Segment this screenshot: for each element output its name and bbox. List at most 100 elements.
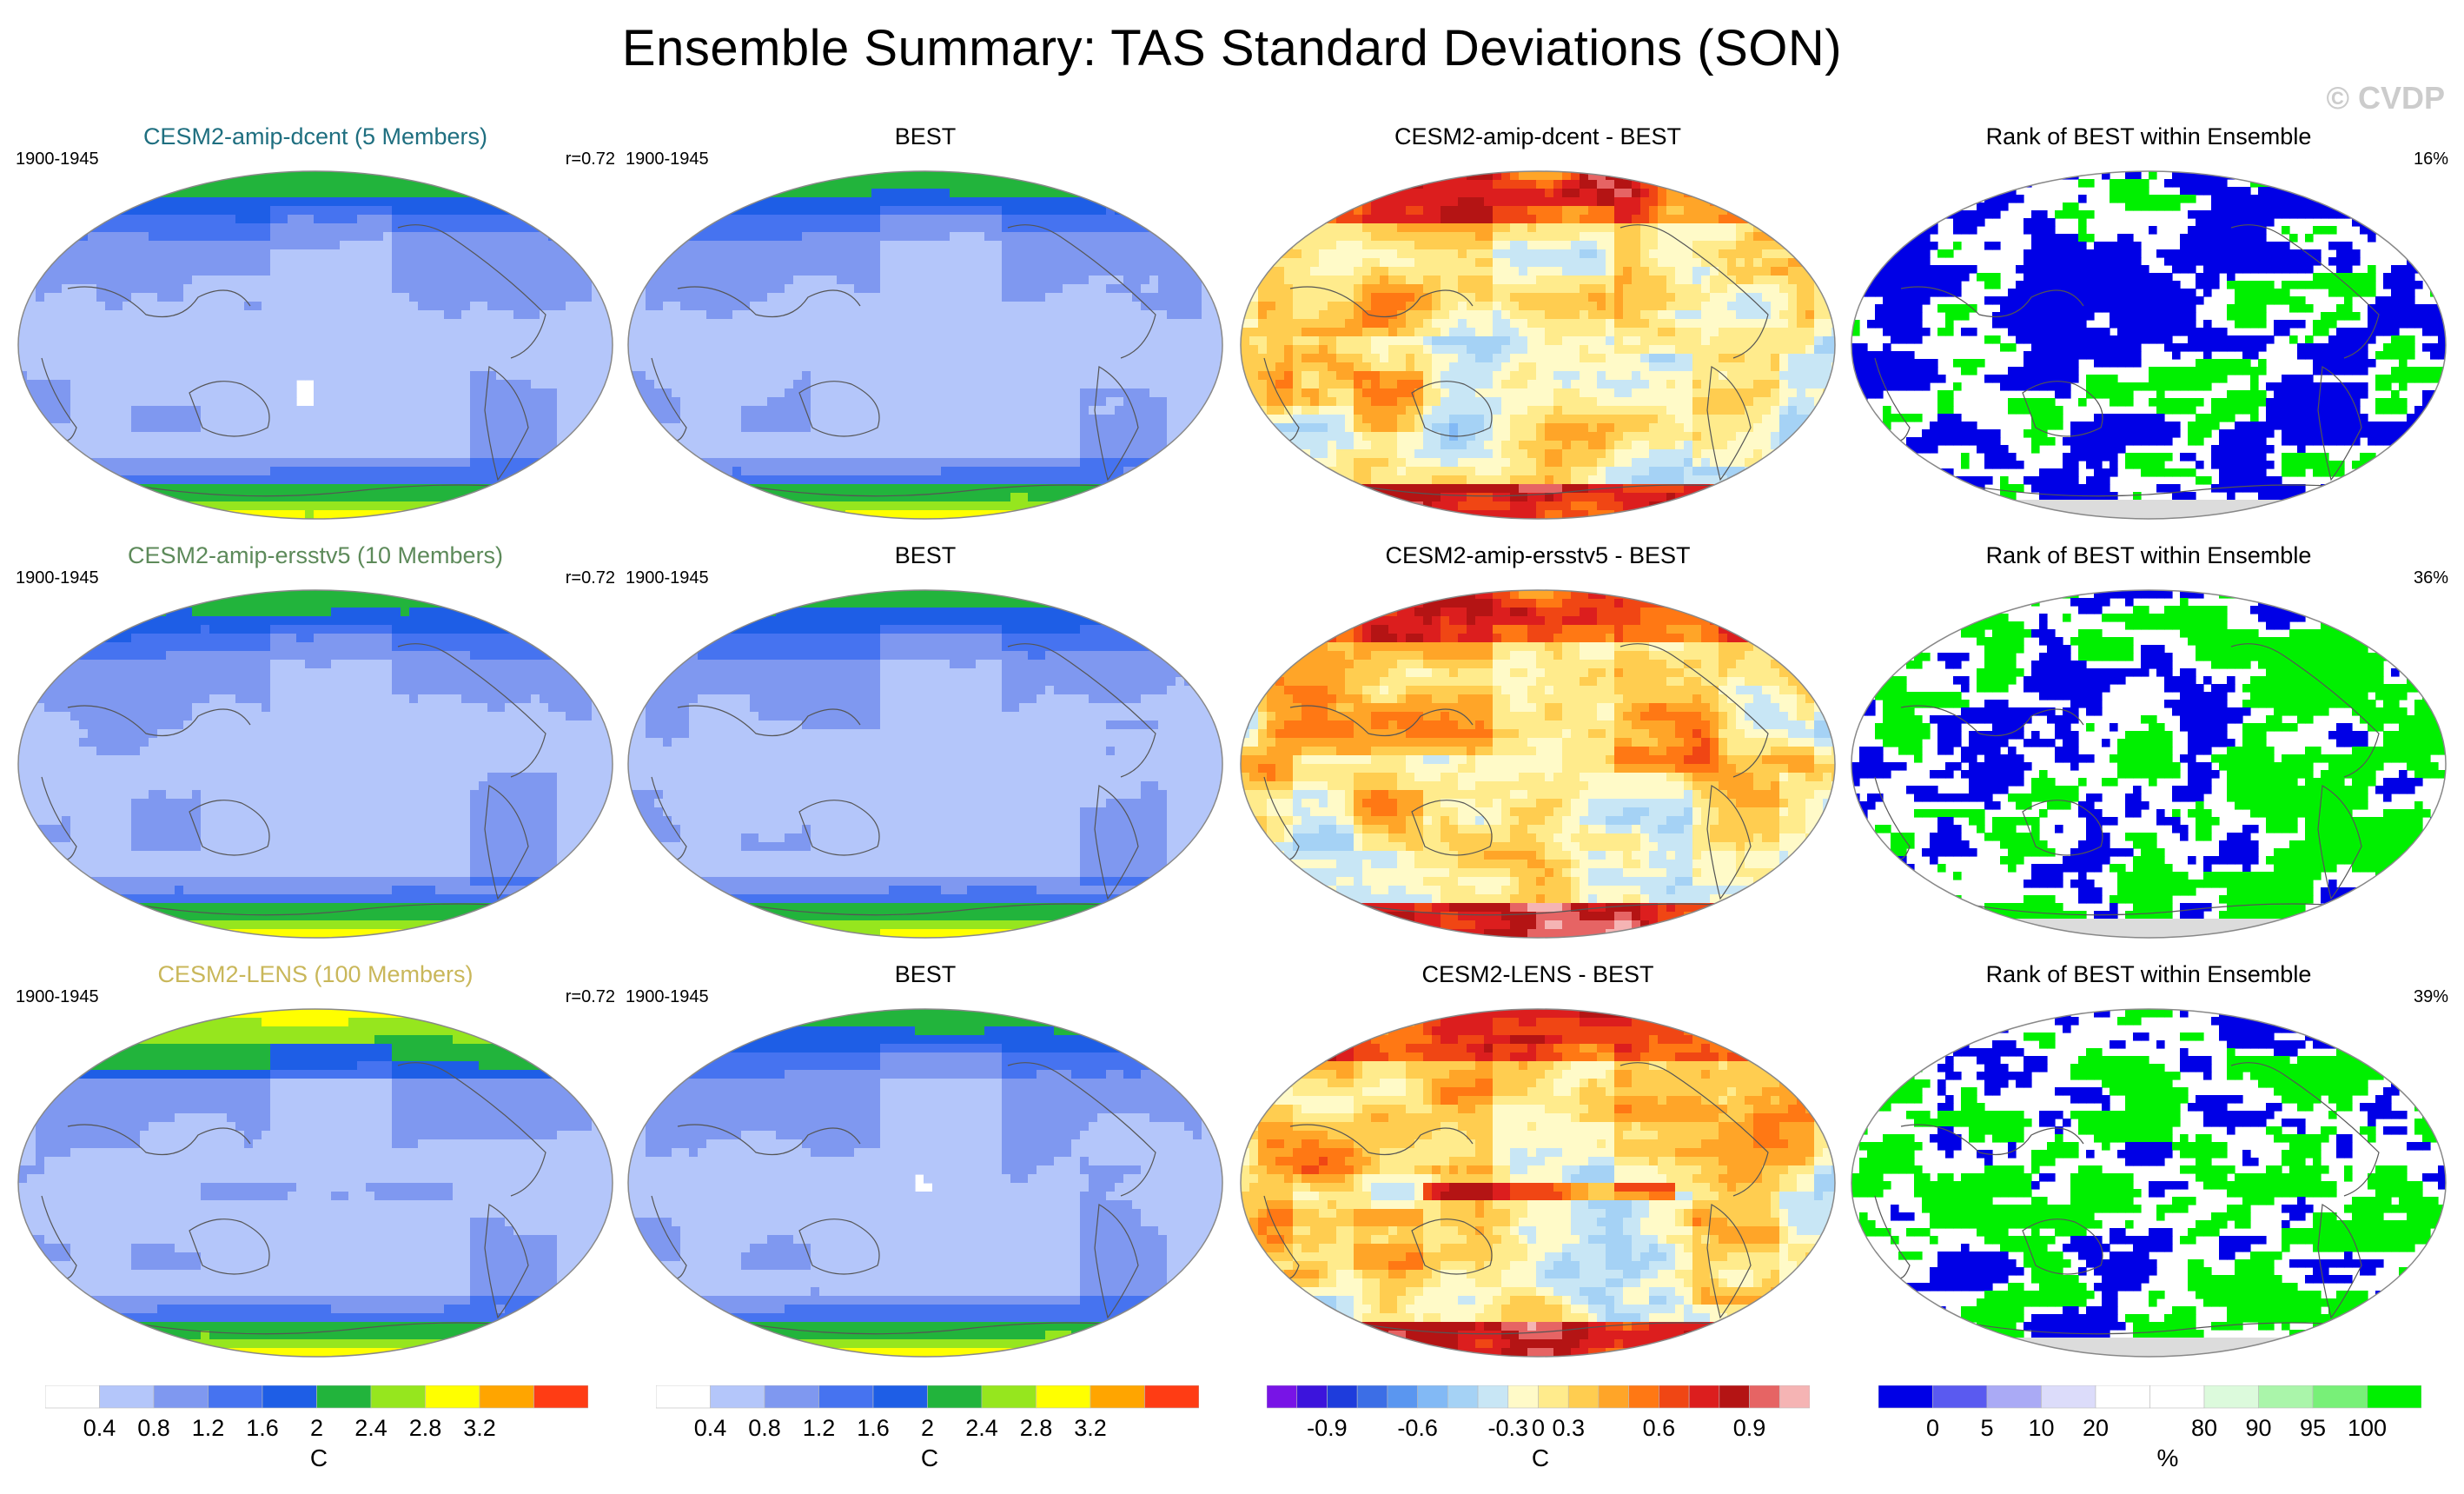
- map-cell: [993, 458, 1003, 468]
- map-cell: [1176, 423, 1185, 433]
- map-cell: [1380, 223, 1389, 233]
- map-cell: [1071, 232, 1081, 242]
- map-cell: [889, 484, 898, 494]
- map-cell: [201, 223, 210, 233]
- map-cell: [706, 458, 716, 468]
- map-cell: [105, 336, 115, 346]
- map-cell: [383, 206, 393, 216]
- map-cell: [776, 432, 785, 442]
- map-cell: [201, 415, 210, 424]
- map-cell: [871, 328, 881, 337]
- map-cell: [637, 371, 646, 381]
- map-cell: [392, 432, 401, 442]
- map-cell: [750, 423, 759, 433]
- map-cell: [435, 432, 445, 442]
- map-cell: [1184, 362, 1194, 372]
- map-cell: [1054, 293, 1063, 302]
- map-cell: [253, 336, 262, 346]
- map-cell: [767, 197, 777, 207]
- map-cell: [1132, 310, 1142, 320]
- map-cell: [785, 371, 794, 381]
- map-cell: [932, 397, 942, 407]
- map-cell: [131, 432, 141, 442]
- map-cell: [522, 310, 532, 320]
- map-cell: [915, 415, 924, 424]
- map-cell: [958, 441, 968, 450]
- map-cell: [1080, 241, 1090, 250]
- map-cell: [1080, 319, 1090, 329]
- map-cell: [932, 493, 942, 502]
- map-cell: [444, 371, 454, 381]
- map-cell: [288, 232, 297, 242]
- map-cell: [958, 484, 968, 494]
- map-cell: [105, 449, 115, 459]
- map-cell: [157, 258, 167, 268]
- map-cell: [984, 432, 994, 442]
- map-cell: [802, 432, 811, 442]
- map-cell: [950, 380, 959, 389]
- map-cell: [1071, 484, 1081, 494]
- map-cell: [689, 276, 699, 285]
- map-cell: [776, 423, 785, 433]
- map-cell: [1397, 223, 1407, 233]
- map-cell: [654, 258, 664, 268]
- map-cell: [166, 258, 176, 268]
- map-cell: [854, 189, 864, 198]
- map-cell: [88, 293, 97, 302]
- map-cell: [1371, 232, 1381, 242]
- map-cell: [505, 371, 514, 381]
- map-cell: [845, 197, 855, 207]
- map-cell: [357, 293, 367, 302]
- map-cell: [1167, 284, 1176, 294]
- map-cell: [915, 284, 924, 294]
- map-cell: [715, 371, 725, 381]
- map-cell: [1097, 354, 1107, 363]
- map-cell: [270, 449, 280, 459]
- map-cell: [548, 423, 558, 433]
- map-cell: [566, 388, 575, 398]
- map-cell: [227, 458, 236, 468]
- map-cell: [1063, 388, 1072, 398]
- map-cell: [114, 354, 123, 363]
- map-cell: [105, 475, 115, 485]
- map-cell: [1037, 267, 1046, 276]
- map-cell: [583, 371, 593, 381]
- map-cell: [175, 388, 184, 398]
- map-cell: [1193, 319, 1202, 329]
- map-cell: [837, 449, 846, 459]
- map-cell: [418, 510, 427, 519]
- map-cell: [149, 258, 158, 268]
- map-cell: [637, 415, 646, 424]
- map-cell: [244, 223, 254, 233]
- map-cell: [461, 475, 471, 485]
- map-cell: [889, 441, 898, 450]
- map-cell: [383, 484, 393, 494]
- map-cell: [401, 293, 410, 302]
- map-cell: [270, 406, 280, 415]
- map-cell: [1002, 475, 1011, 485]
- map-cell: [348, 432, 358, 442]
- map-cell: [392, 336, 401, 346]
- map-cell: [401, 362, 410, 372]
- map-cell: [941, 302, 950, 311]
- map-cell: [461, 267, 471, 276]
- map-cell: [444, 458, 454, 468]
- map-cell: [513, 293, 523, 302]
- map-cell: [331, 415, 341, 424]
- map-cell: [157, 406, 167, 415]
- map-cell: [889, 493, 898, 502]
- map-cell: [1019, 189, 1029, 198]
- map-cell: [689, 284, 699, 294]
- map-cell: [557, 362, 566, 372]
- map-cell: [149, 215, 158, 224]
- map-cell: [340, 171, 349, 181]
- map-cell: [889, 371, 898, 381]
- map-cell: [1028, 215, 1037, 224]
- map-cell: [776, 232, 785, 242]
- map-cell: [1158, 432, 1168, 442]
- map-cell: [1132, 258, 1142, 268]
- map-cell: [487, 319, 497, 329]
- map-cell: [183, 432, 193, 442]
- map-cell: [932, 354, 942, 363]
- map-cell: [513, 441, 523, 450]
